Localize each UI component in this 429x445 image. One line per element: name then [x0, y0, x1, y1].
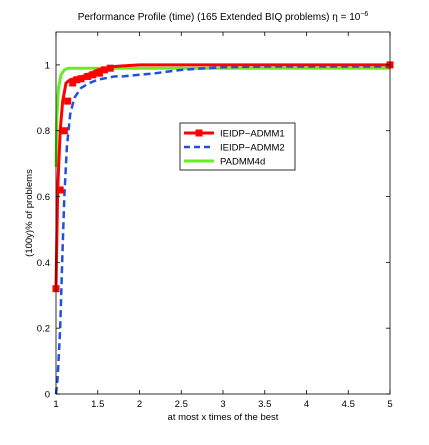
x-tick-label: 3.5 — [258, 399, 271, 410]
x-tick-label: 1.5 — [91, 399, 104, 410]
y-tick-label: 0.4 — [37, 258, 50, 269]
series-line-ieidp-admm2 — [54, 65, 390, 395]
legend-label-padmm4d: PADMM4d — [220, 157, 265, 168]
x-tick-label: 4.5 — [342, 399, 355, 410]
y-tick-label: 0.8 — [37, 126, 50, 137]
legend-label-ieidp-admm2: IEIDP−ADMM2 — [220, 143, 285, 154]
data-point-marker — [95, 69, 103, 77]
data-point-marker — [84, 72, 92, 80]
series-line-padmm4d — [54, 66, 390, 167]
legend-marker-ieidp-admm1 — [195, 129, 203, 137]
x-tick-label: 4 — [304, 399, 309, 410]
chart-title-main: Performance Profile (time) (165 Extended… — [78, 12, 361, 23]
x-tick-label: 2 — [137, 399, 142, 410]
data-point-marker — [56, 186, 64, 194]
data-point-marker — [73, 76, 81, 84]
plot-background — [56, 32, 390, 394]
y-tick-label: 0.2 — [37, 324, 50, 335]
data-point-marker — [100, 66, 108, 74]
legend-label-ieidp-admm1: IEIDP−ADMM1 — [220, 129, 285, 140]
x-axis-label: at most x times of the best — [168, 412, 279, 423]
chart-title-exponent: −6 — [360, 11, 368, 18]
data-point-marker — [69, 79, 77, 87]
legend: IEIDP−ADMM1 IEIDP−ADMM2 PADMM4d — [179, 122, 296, 171]
x-tick-label: 5 — [387, 399, 392, 410]
y-axis-label: (100y)% of problems — [24, 169, 35, 257]
y-tick-label: 1 — [45, 60, 50, 71]
x-tick-label: 3 — [220, 399, 225, 410]
data-point-marker — [89, 71, 97, 79]
chart-title: Performance Profile (time) (165 Extended… — [78, 11, 369, 23]
data-point-marker — [106, 64, 114, 72]
data-point-marker — [64, 97, 72, 105]
y-tick-label: 0.6 — [37, 192, 50, 203]
x-tick-label: 2.5 — [175, 399, 188, 410]
data-point-marker — [60, 127, 68, 135]
data-point-marker — [77, 75, 85, 83]
y-tick-label: 0 — [45, 390, 50, 401]
x-tick-label: 1 — [53, 399, 58, 410]
